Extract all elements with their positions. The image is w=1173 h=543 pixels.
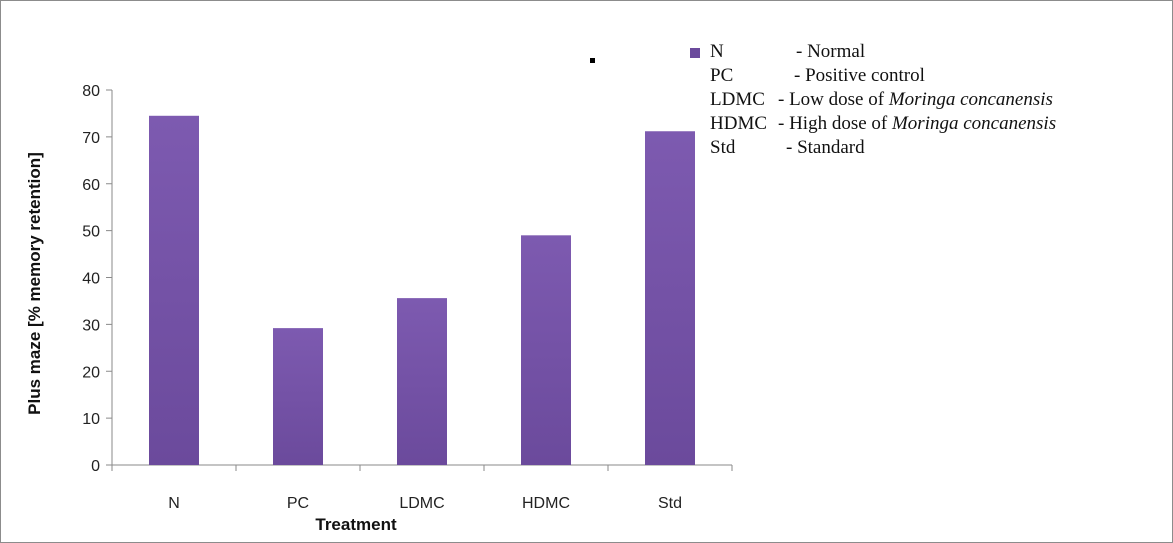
legend-desc-text: - Low dose of — [778, 89, 889, 110]
y-tick-label: 70 — [82, 130, 100, 147]
legend-desc: - Standard — [786, 137, 865, 158]
bar — [397, 298, 447, 465]
y-tick-label: 0 — [91, 458, 100, 475]
legend-desc-species: Moringa concanensis — [888, 89, 1053, 110]
legend-entry-std: Std - Standard — [690, 136, 1160, 160]
legend-abbr: N — [710, 41, 724, 62]
x-axis-title: Treatment — [315, 515, 397, 534]
bar — [521, 235, 571, 465]
y-axis-title: Plus maze [% memory retention] — [25, 152, 44, 415]
y-tick-label: 80 — [82, 83, 100, 100]
legend-desc: - High dose of Moringa concanensis — [778, 112, 1056, 136]
legend-abbr: LDMC — [710, 89, 765, 110]
x-tick-label: LDMC — [399, 495, 444, 512]
bar — [149, 115, 199, 465]
legend-abbr: PC — [710, 65, 734, 86]
legend-entry-ldmc: LDMC - Low dose of Moringa concanensis — [690, 88, 1160, 112]
legend: N - Normal PC - Positive control LDMC - … — [690, 40, 1160, 160]
x-tick-label: PC — [287, 495, 309, 512]
legend-entry-n: N - Normal — [690, 40, 1160, 64]
x-tick-label: Std — [658, 495, 682, 512]
legend-entry-pc: PC - Positive control — [690, 64, 1160, 88]
legend-abbr: HDMC — [710, 113, 768, 134]
legend-entry-hdmc: HDMC - High dose of Moringa concanensis — [690, 112, 1160, 136]
y-tick-label: 20 — [82, 364, 100, 381]
legend-abbr: Std — [710, 137, 736, 158]
stray-dot — [590, 58, 595, 63]
legend-desc-text: - High dose of — [778, 113, 892, 134]
y-tick-label: 60 — [82, 177, 100, 194]
y-tick-label: 30 — [82, 317, 100, 334]
y-tick-label: 50 — [82, 224, 100, 241]
legend-desc: - Low dose of Moringa concanensis — [778, 88, 1053, 112]
legend-swatch — [690, 48, 700, 58]
y-tick-label: 10 — [82, 411, 100, 428]
x-tick-label: N — [168, 495, 180, 512]
bar — [273, 328, 323, 465]
legend-desc: - Positive control — [794, 65, 925, 86]
legend-desc-species: Moringa concanensis — [891, 113, 1057, 134]
x-tick-label: HDMC — [522, 495, 570, 512]
y-tick-label: 40 — [82, 271, 100, 288]
bar — [645, 131, 695, 465]
legend-desc: - Normal — [796, 41, 866, 62]
